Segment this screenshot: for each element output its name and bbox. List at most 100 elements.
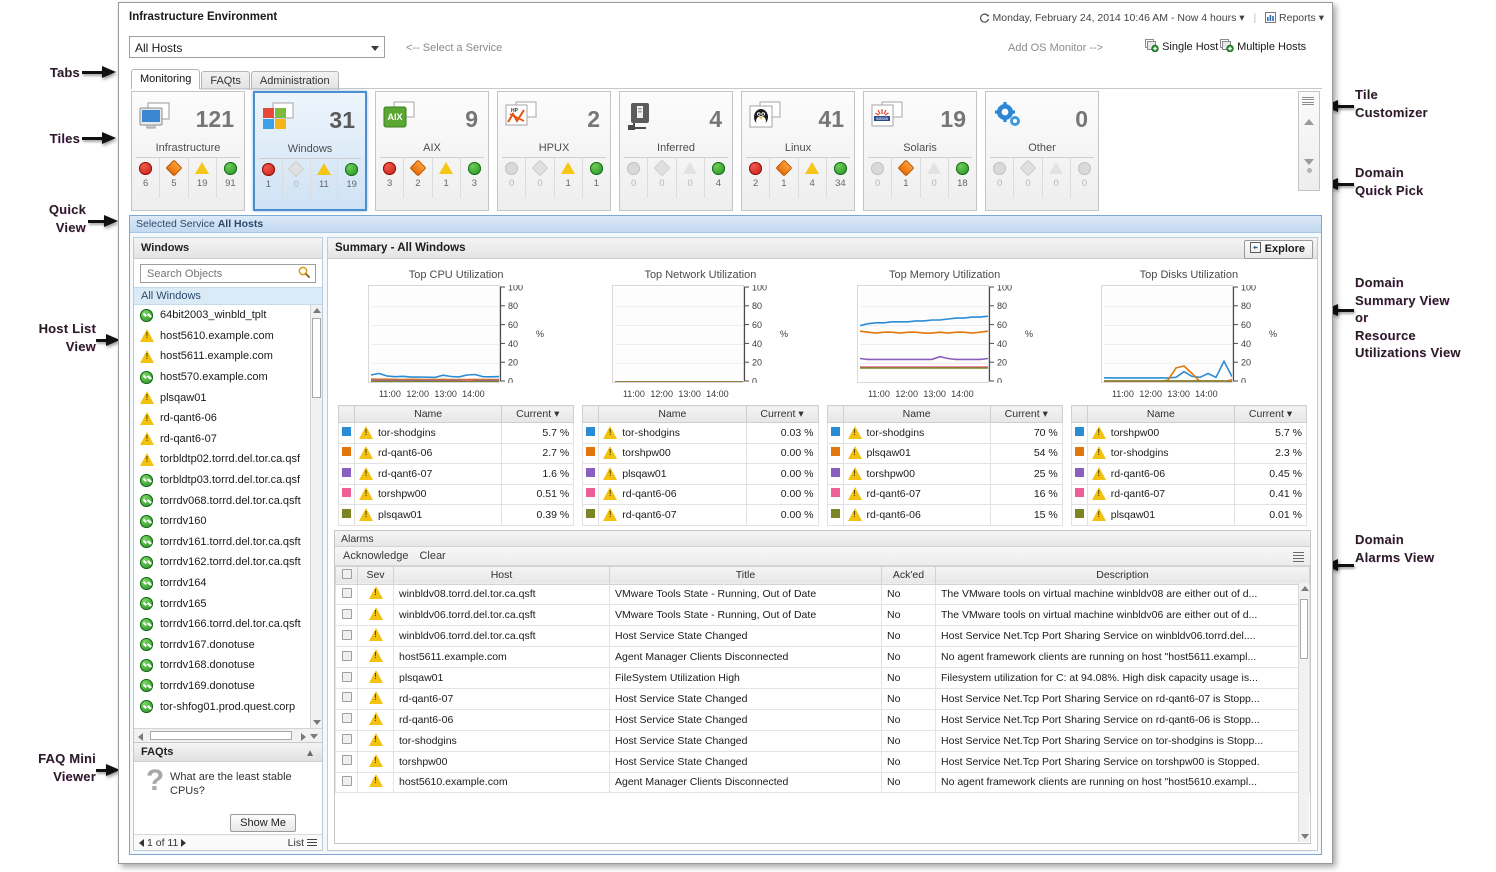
tile-severity-cell[interactable]: 4 [705, 158, 732, 198]
faq-list-toggle[interactable]: List [288, 837, 317, 849]
alarms-scroll-up-icon[interactable] [1300, 585, 1309, 591]
alarms-scrollbar-thumb[interactable] [1300, 598, 1308, 659]
alarm-row-checkbox[interactable] [341, 587, 352, 598]
tab-administration[interactable]: Administration [250, 71, 339, 90]
metric-col-current[interactable]: Current ▾ [1234, 405, 1307, 423]
host-list-item[interactable]: 64bit2003_winbld_tplt [134, 305, 310, 326]
metric-row[interactable]: plsqaw01 0.39 % [338, 504, 575, 526]
tile-severity-cell[interactable]: 1 [255, 159, 283, 199]
host-list-item[interactable]: tor-shfog01.prod.quest.corp [134, 696, 310, 717]
quick-pick-scroll-up-icon[interactable] [1304, 119, 1314, 125]
metric-row[interactable]: rd-qant6-07 0.00 % [582, 504, 819, 526]
alarm-row-checkbox[interactable] [341, 692, 352, 703]
scroll-down-corner-icon[interactable] [310, 734, 318, 739]
tile-severity-cell[interactable]: 0 [1014, 158, 1043, 198]
host-list-item[interactable]: torrdv068.torrd.del.tor.ca.qsft [134, 490, 310, 511]
alarms-scrollbar[interactable] [1298, 582, 1309, 842]
alarm-row[interactable]: winbldv06.torrd.del.tor.ca.qsft VMware T… [335, 604, 1310, 627]
tile-severity-cell[interactable]: 3 [376, 158, 405, 198]
alarm-row-checkbox[interactable] [341, 629, 352, 640]
host-list-item[interactable]: torbldtp03.torrd.del.tor.ca.qsf [134, 470, 310, 491]
host-list-item[interactable]: torrdv160 [134, 511, 310, 532]
search-icon[interactable] [298, 266, 311, 282]
metric-row[interactable]: rd-qant6-07 1.6 % [338, 463, 575, 485]
tile-severity-cell[interactable]: 0 [620, 158, 649, 198]
show-me-button[interactable]: Show Me [230, 814, 296, 832]
faq-mini-viewer-header[interactable]: FAQts ▲ [134, 742, 322, 762]
metric-table[interactable]: Name Current ▾ tor-shodgins 70 % plsqaw0… [826, 405, 1063, 526]
collapse-chevron-icon[interactable]: ▲ [305, 748, 315, 759]
metric-row[interactable]: plsqaw01 0.00 % [582, 463, 819, 485]
host-list-item[interactable]: torrdv161.torrd.del.tor.ca.qsft [134, 532, 310, 553]
metric-table[interactable]: Name Current ▾ torshpw00 5.7 % tor-shodg… [1070, 405, 1307, 526]
metric-col-current[interactable]: Current ▾ [501, 405, 575, 423]
search-box[interactable] [140, 264, 316, 283]
tile-windows[interactable]: 31 Windows 1 0 11 19 [253, 91, 367, 211]
tile-severity-cell[interactable]: 1 [770, 158, 799, 198]
tile-hpux[interactable]: HP 2 HPUX 0 0 1 1 [497, 91, 611, 211]
alarm-row-checkbox[interactable] [341, 650, 352, 661]
scroll-down-icon[interactable] [313, 720, 321, 725]
tile-severity-cell[interactable]: 91 [217, 158, 244, 198]
host-list-item[interactable]: torrdv166.torrd.del.tor.ca.qsft [134, 614, 310, 635]
alarms-col-select[interactable] [335, 565, 358, 585]
host-list-item[interactable]: plsqaw01 [134, 387, 310, 408]
tile-severity-cell[interactable]: 2 [742, 158, 771, 198]
host-list-scrollbar[interactable] [310, 305, 322, 728]
faq-pager[interactable]: 1 of 11 [139, 837, 187, 849]
quick-pick-scroll-down-icon[interactable] [1304, 159, 1314, 165]
host-list-item[interactable]: rd-qant6-06 [134, 408, 310, 429]
acknowledge-button[interactable]: Acknowledge [343, 549, 409, 562]
metric-row[interactable]: plsqaw01 0.01 % [1070, 504, 1307, 526]
tile-severity-cell[interactable]: 5 [160, 158, 189, 198]
tile-severity-cell[interactable]: 0 [498, 158, 527, 198]
alarm-row[interactable]: rd-qant6-07 Host Service State Changed N… [335, 687, 1310, 710]
alarm-row-checkbox[interactable] [341, 671, 352, 682]
time-range-caret-icon[interactable]: ▾ [1239, 12, 1245, 24]
tile-severity-cell[interactable]: 19 [338, 159, 365, 199]
tile-severity-cell[interactable]: 2 [404, 158, 433, 198]
search-input[interactable] [145, 266, 298, 281]
tile-solaris[interactable]: solaris 19 Solaris 0 1 0 18 [863, 91, 977, 211]
metric-row[interactable]: rd-qant6-06 2.7 % [338, 442, 575, 464]
alarm-row-checkbox[interactable] [341, 775, 352, 786]
tile-severity-cell[interactable]: 6 [132, 158, 161, 198]
tile-severity-cell[interactable]: 0 [526, 158, 555, 198]
tile-severity-cell[interactable]: 1 [433, 158, 461, 198]
metric-row[interactable]: torshpw00 0.51 % [338, 483, 575, 505]
single-host-button[interactable]: Single Host [1145, 39, 1218, 55]
time-range-label[interactable]: Monday, February 24, 2014 10:46 AM - Now… [992, 12, 1237, 24]
metric-row[interactable]: rd-qant6-06 0.45 % [1070, 463, 1307, 485]
host-list-item[interactable]: torrdv169.donotuse [134, 676, 310, 697]
alarm-row[interactable]: plsqaw01 FileSystem Utilization High No … [335, 667, 1310, 689]
tile-aix[interactable]: AIX 9 AIX 3 2 1 3 [375, 91, 489, 211]
host-list[interactable]: 64bit2003_winbld_tplt host5610.example.co… [134, 305, 322, 728]
scroll-up-icon[interactable] [313, 308, 321, 313]
metric-row[interactable]: rd-qant6-06 15 % [826, 504, 1063, 526]
alarm-row[interactable]: winbldv06.torrd.del.tor.ca.qsft Host Ser… [335, 625, 1310, 648]
scrollbar-thumb[interactable] [312, 318, 321, 398]
explore-button[interactable]: Explore [1243, 240, 1313, 259]
tile-severity-cell[interactable]: 4 [799, 158, 827, 198]
multiple-hosts-button[interactable]: Multiple Hosts [1220, 39, 1306, 55]
reports-label[interactable]: Reports [1279, 12, 1316, 24]
select-all-checkbox[interactable] [341, 568, 352, 579]
metric-col-current[interactable]: Current ▾ [745, 405, 819, 423]
tile-severity-cell[interactable]: 1 [555, 158, 583, 198]
host-list-item[interactable]: host5610.example.com [134, 326, 310, 347]
tile-linux[interactable]: 41 Linux 2 1 4 34 [741, 91, 855, 211]
alarms-scroll-down-icon[interactable] [1300, 834, 1309, 839]
alarm-row[interactable]: torshpw00 Host Service State Changed No … [335, 750, 1310, 773]
metric-row[interactable]: tor-shodgins 5.7 % [338, 422, 575, 444]
alarm-row[interactable]: winbldv08.torrd.del.tor.ca.qsft VMware T… [335, 583, 1310, 606]
metric-col-current[interactable]: Current ▾ [989, 405, 1063, 423]
tab-monitoring[interactable]: Monitoring [131, 69, 201, 89]
scroll-left-icon[interactable] [138, 733, 143, 741]
alarm-row-checkbox[interactable] [341, 608, 352, 619]
tile-severity-cell[interactable]: 11 [311, 159, 339, 199]
metric-row[interactable]: tor-shodgins 0.03 % [582, 422, 819, 444]
tile-severity-cell[interactable]: 0 [986, 158, 1015, 198]
tile-severity-cell[interactable]: 18 [949, 158, 976, 198]
host-list-item[interactable]: host5611.example.com [134, 346, 310, 367]
hscrollbar-thumb[interactable] [150, 731, 292, 740]
